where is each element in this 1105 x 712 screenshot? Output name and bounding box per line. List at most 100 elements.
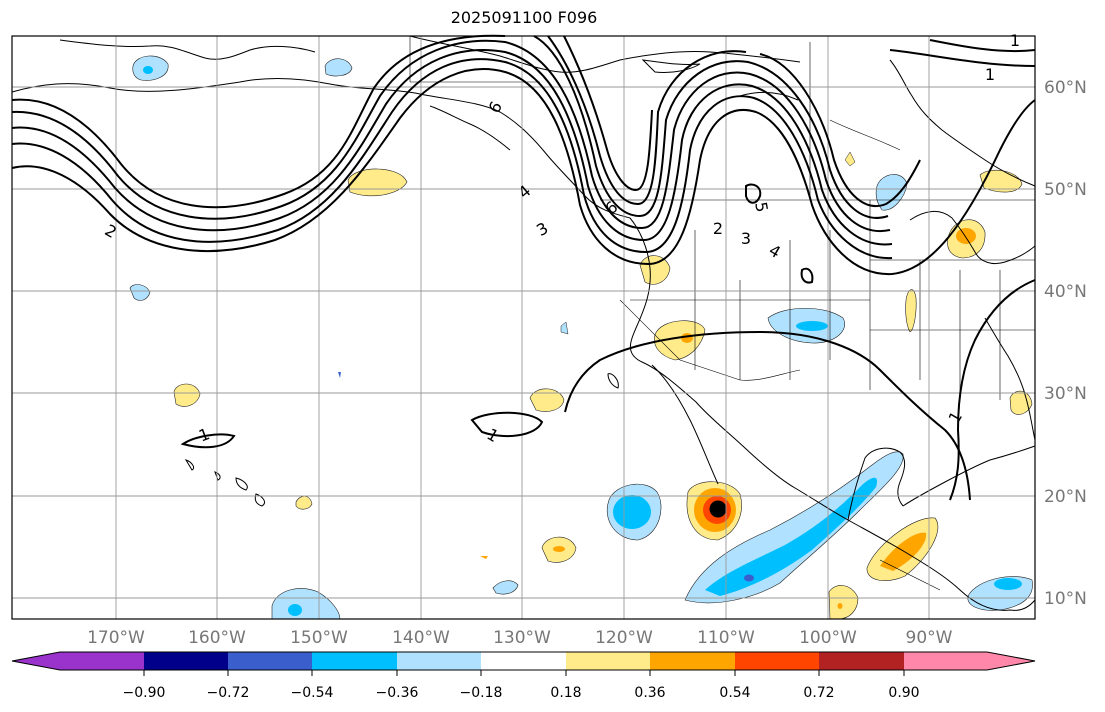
- contour-line: [180, 433, 236, 449]
- lon-label: 150°W: [290, 628, 348, 648]
- anomaly-region: [560, 321, 569, 335]
- lat-label: 60°N: [1044, 78, 1087, 98]
- colorbar-tick-label: −0.36: [376, 685, 419, 701]
- map-border: [11, 35, 1036, 620]
- anomaly-region: [705, 477, 878, 596]
- colorbar-tick-label: −0.72: [207, 685, 250, 701]
- contour-line: [949, 279, 1036, 501]
- coastline: [184, 459, 195, 471]
- lon-label: 90°W: [906, 628, 953, 648]
- colorbar-tick-label: −0.54: [291, 685, 334, 701]
- coastline: [889, 59, 1036, 187]
- contour-label: 3: [741, 229, 751, 248]
- anomaly-region: [654, 320, 706, 361]
- anomaly-region: [288, 604, 302, 616]
- contour-line: [563, 35, 653, 192]
- contour-line: [564, 330, 971, 501]
- anomaly-region: [875, 174, 908, 211]
- longitude-labels: 170°W 160°W 150°W 140°W 130°W 120°W 110°…: [87, 628, 953, 648]
- anomaly-region: [480, 556, 488, 559]
- lat-label: 40°N: [1044, 282, 1087, 302]
- border: [829, 119, 901, 151]
- anomaly-region: [529, 388, 565, 412]
- contour-line: [800, 267, 814, 284]
- colorbar-segment: [819, 652, 904, 670]
- colorbar-segment: [566, 652, 650, 670]
- anomaly-region: [143, 66, 153, 74]
- anomaly-region: [744, 574, 754, 582]
- contour-line: [11, 49, 893, 246]
- latitude-labels: 60°N 50°N 40°N 30°N 20°N 10°N: [1044, 78, 1087, 609]
- anomaly-region: [709, 500, 727, 518]
- coastline: [429, 105, 511, 151]
- anomaly-region: [681, 333, 693, 343]
- contour-label: 1: [985, 65, 995, 84]
- lat-label: 10°N: [1044, 589, 1087, 609]
- graticule: [12, 36, 1035, 619]
- contour-label: 5: [751, 200, 771, 213]
- coastline: [254, 493, 265, 507]
- coastline: [409, 35, 801, 73]
- contour-line: [11, 34, 889, 219]
- anomaly-region: [324, 58, 353, 77]
- anomaly-region: [796, 321, 828, 331]
- anomaly-region: [295, 495, 313, 510]
- anomaly-region: [905, 289, 917, 333]
- colorbar-segment: [397, 652, 481, 670]
- contour-line: [547, 35, 921, 207]
- coastline: [909, 211, 1036, 265]
- border: [879, 559, 941, 591]
- coastline: [847, 447, 906, 521]
- coastline: [59, 39, 316, 60]
- anomaly-region: [844, 151, 856, 167]
- anomaly-region: [956, 228, 976, 244]
- colorbar-tick-label: 0.54: [719, 685, 750, 701]
- colorbar-segment: [228, 652, 312, 670]
- anomaly-region: [994, 578, 1022, 590]
- colorbar-tick-label: 0.90: [888, 685, 919, 701]
- colorbar-outline: [11, 651, 1036, 671]
- contour-line: [11, 58, 893, 260]
- contour-label: 1: [1010, 31, 1020, 50]
- anomaly-region: [1009, 390, 1033, 415]
- height-contours: [11, 34, 1036, 501]
- colorbar-segment: [312, 652, 397, 670]
- anomaly-region: [553, 546, 565, 552]
- colorbar-segment: [904, 652, 987, 670]
- colorbar-tick-label: 0.36: [634, 685, 665, 701]
- colorbar-segment: [144, 652, 228, 670]
- lon-label: 140°W: [392, 628, 450, 648]
- colorbar-tick-label: −0.18: [460, 685, 503, 701]
- coastline: [235, 477, 248, 491]
- colorbar-extend-max: [987, 652, 1035, 670]
- contour-label: 2: [713, 219, 723, 238]
- border: [619, 299, 741, 381]
- contour-line: [929, 39, 1036, 53]
- colorbar-segment: [650, 652, 735, 670]
- coastline: [11, 77, 1036, 611]
- contour-line: [470, 411, 544, 438]
- lat-label: 30°N: [1044, 384, 1087, 404]
- anomaly-region: [837, 603, 843, 609]
- map-frame: [11, 35, 1036, 620]
- colorbar-tick-label: −0.90: [123, 685, 166, 701]
- contour-line: [11, 39, 891, 233]
- contour-line: [745, 183, 762, 204]
- lon-label: 160°W: [188, 628, 246, 648]
- lon-label: 170°W: [87, 628, 145, 648]
- lon-label: 100°W: [799, 628, 857, 648]
- coastlines: [11, 35, 1036, 611]
- lon-label: 130°W: [493, 628, 551, 648]
- colorbar-tick-label: 0.72: [803, 685, 834, 701]
- anomaly-region: [173, 383, 201, 407]
- coastline: [902, 445, 1036, 507]
- anomaly-region: [613, 495, 651, 529]
- contour-line: [11, 68, 1036, 276]
- colorbar-tick-label: 0.18: [550, 685, 581, 701]
- coastline: [641, 59, 701, 73]
- anomaly-region: [129, 284, 151, 301]
- coastline: [651, 364, 719, 485]
- anomaly-region: [880, 532, 927, 571]
- anomaly-region: [684, 451, 904, 604]
- border: [739, 369, 801, 381]
